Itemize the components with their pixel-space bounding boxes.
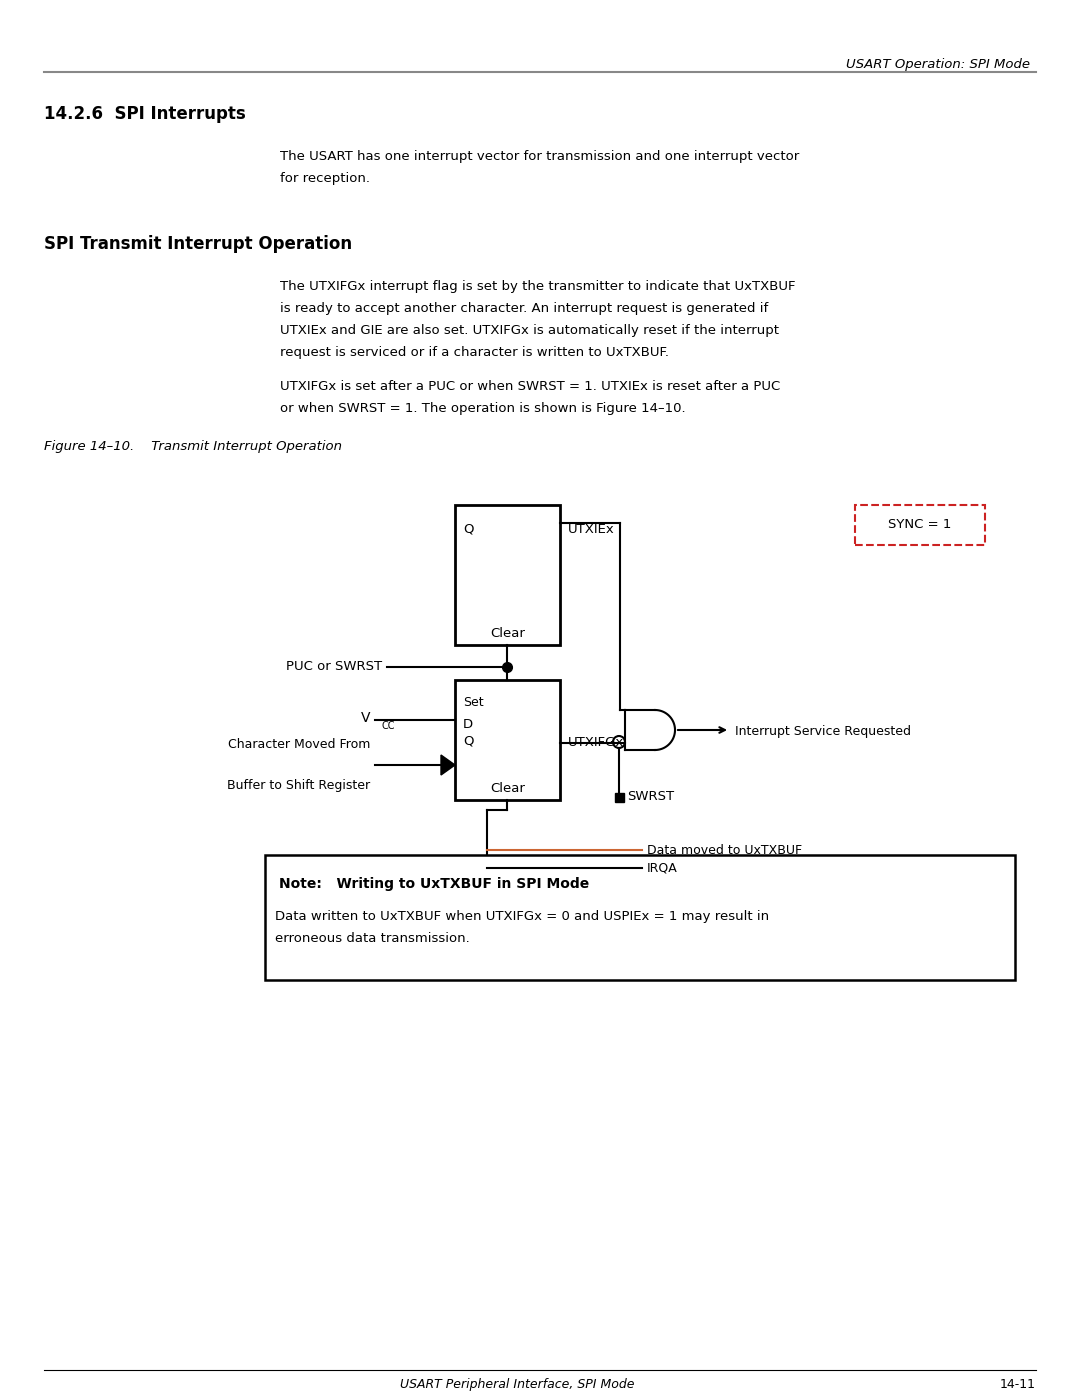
Bar — [615, 793, 624, 802]
Text: PUC or SWRST: PUC or SWRST — [286, 661, 382, 673]
Bar — [855, 504, 985, 545]
Text: Q: Q — [463, 522, 473, 536]
Text: V: V — [361, 711, 370, 725]
Text: Buffer to Shift Register: Buffer to Shift Register — [227, 780, 370, 792]
Text: is ready to accept another character. An interrupt request is generated if: is ready to accept another character. An… — [280, 302, 768, 314]
Text: SWRST: SWRST — [627, 789, 674, 802]
Text: IRQA: IRQA — [647, 862, 678, 875]
Text: Clear: Clear — [490, 627, 525, 640]
Text: Data written to UxTXBUF when UTXIFGx = 0 and USPIEx = 1 may result in: Data written to UxTXBUF when UTXIFGx = 0… — [275, 909, 769, 923]
Text: The USART has one interrupt vector for transmission and one interrupt vector: The USART has one interrupt vector for t… — [280, 149, 799, 163]
Text: Figure 14–10.    Transmit Interrupt Operation: Figure 14–10. Transmit Interrupt Operati… — [44, 440, 342, 453]
Text: UTXIEx: UTXIEx — [568, 522, 615, 536]
Text: Q: Q — [463, 735, 473, 747]
Text: UTXIFGx is set after a PUC or when SWRST = 1. UTXIEx is reset after a PUC: UTXIFGx is set after a PUC or when SWRST… — [280, 380, 780, 393]
Text: request is serviced or if a character is written to UxTXBUF.: request is serviced or if a character is… — [280, 346, 669, 359]
Text: erroneous data transmission.: erroneous data transmission. — [275, 932, 470, 944]
Bar — [455, 504, 561, 645]
Text: UTXIEx and GIE are also set. UTXIFGx is automatically reset if the interrupt: UTXIEx and GIE are also set. UTXIFGx is … — [280, 324, 779, 337]
Text: SYNC = 1: SYNC = 1 — [889, 518, 951, 531]
Polygon shape — [441, 754, 455, 775]
Text: UTXIFGx: UTXIFGx — [568, 736, 624, 750]
Text: USART Peripheral Interface, SPI Mode: USART Peripheral Interface, SPI Mode — [400, 1377, 635, 1391]
Text: SPI Transmit Interrupt Operation: SPI Transmit Interrupt Operation — [44, 235, 352, 253]
Text: Clear: Clear — [490, 782, 525, 795]
Text: USART Operation: SPI Mode: USART Operation: SPI Mode — [846, 59, 1030, 71]
Text: for reception.: for reception. — [280, 172, 370, 184]
Bar — [265, 855, 1015, 981]
Text: Note:   Writing to UxTXBUF in SPI Mode: Note: Writing to UxTXBUF in SPI Mode — [279, 877, 590, 891]
Text: or when SWRST = 1. The operation is shown is Figure 14–10.: or when SWRST = 1. The operation is show… — [280, 402, 686, 415]
Text: Interrupt Service Requested: Interrupt Service Requested — [735, 725, 912, 738]
Text: 14.2.6  SPI Interrupts: 14.2.6 SPI Interrupts — [44, 105, 246, 123]
Text: Data moved to UxTXBUF: Data moved to UxTXBUF — [647, 844, 802, 856]
Text: CC: CC — [381, 721, 394, 731]
Text: Character Moved From: Character Moved From — [228, 738, 370, 752]
Text: The UTXIFGx interrupt flag is set by the transmitter to indicate that UxTXBUF: The UTXIFGx interrupt flag is set by the… — [280, 279, 796, 293]
Bar — [455, 680, 561, 800]
Text: D: D — [463, 718, 473, 731]
Text: Set: Set — [463, 696, 484, 710]
Text: 14-11: 14-11 — [1000, 1377, 1036, 1391]
